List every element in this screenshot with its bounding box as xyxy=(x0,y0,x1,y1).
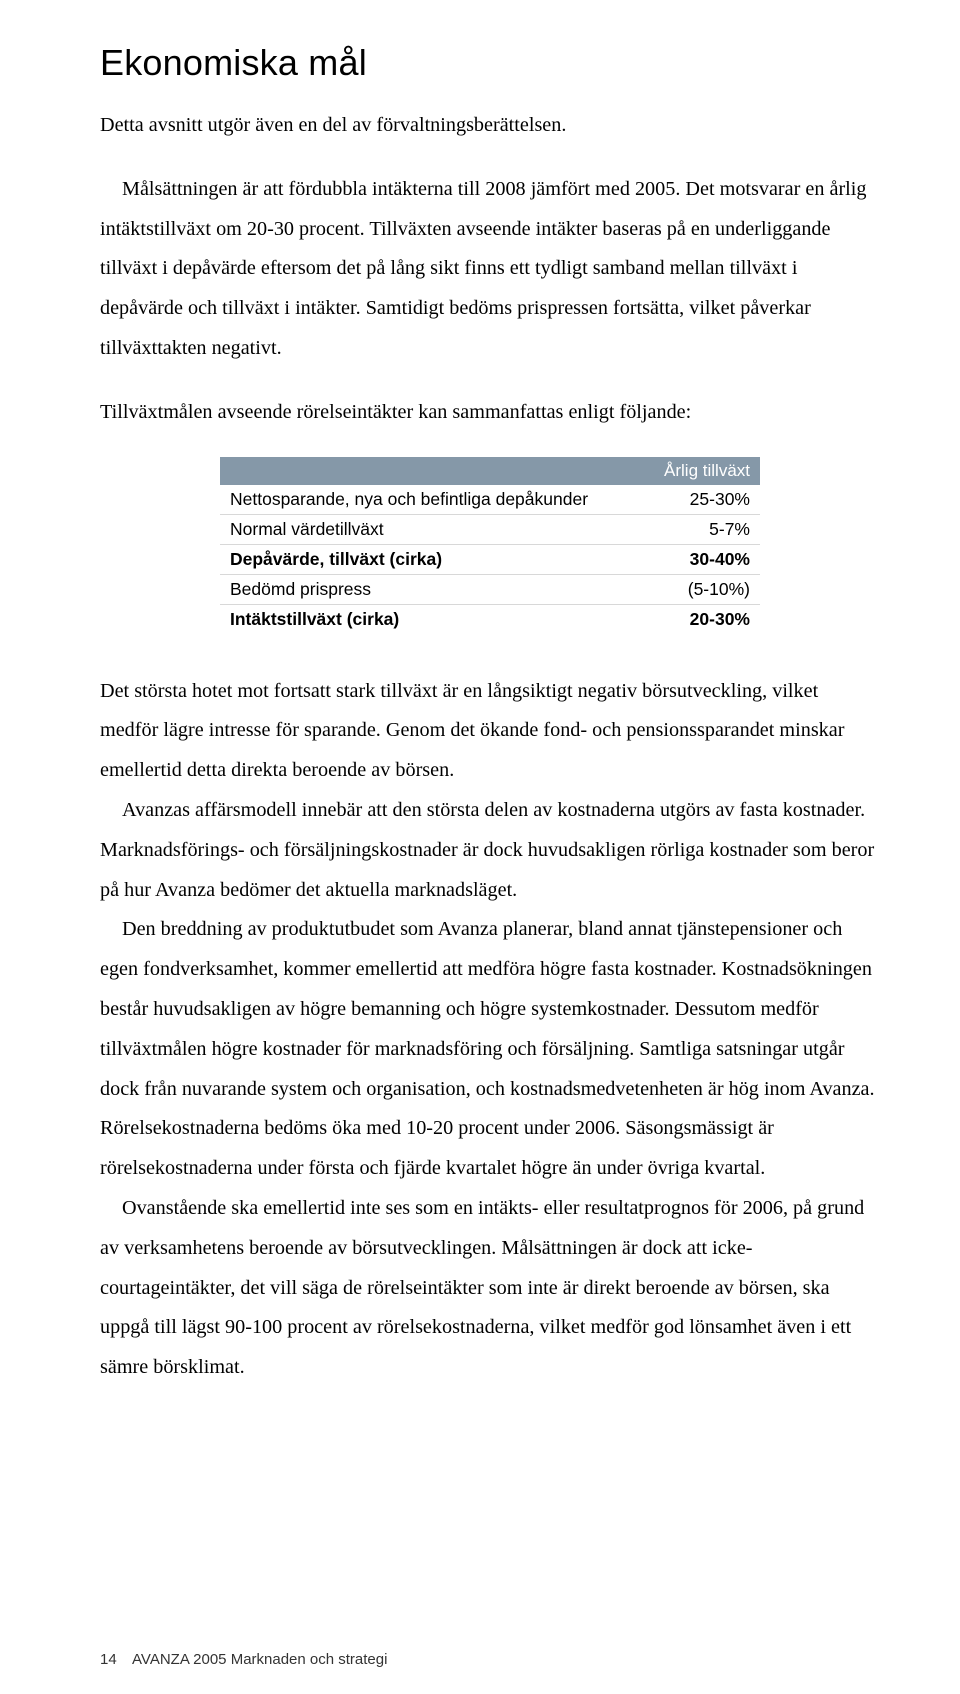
growth-table: Årlig tillväxt Nettosparande, nya och be… xyxy=(220,457,760,634)
page-title: Ekonomiska mål xyxy=(100,42,880,84)
table-header-row: Årlig tillväxt xyxy=(220,457,760,485)
table-row: Bedömd prispress (5-10%) xyxy=(220,574,760,604)
growth-table-wrapper: Årlig tillväxt Nettosparande, nya och be… xyxy=(220,457,760,634)
document-page: Ekonomiska mål Detta avsnitt utgör även … xyxy=(0,0,960,1694)
row-label: Bedömd prispress xyxy=(220,574,642,604)
table-header-empty xyxy=(220,457,642,485)
table-row: Nettosparande, nya och befintliga depåku… xyxy=(220,485,760,515)
row-value: 20-30% xyxy=(642,604,760,634)
row-value: (5-10%) xyxy=(642,574,760,604)
page-number: 14 xyxy=(100,1651,117,1668)
table-row: Intäktstillväxt (cirka) 20-30% xyxy=(220,604,760,634)
row-value: 25-30% xyxy=(642,485,760,515)
row-label: Intäktstillväxt (cirka) xyxy=(220,604,642,634)
table-lead-paragraph: Tillväxtmålen avseende rörelseintäkter k… xyxy=(100,393,880,433)
intro-paragraph-2: Målsättningen är att fördubbla intäktern… xyxy=(100,170,880,369)
row-label: Depåvärde, tillväxt (cirka) xyxy=(220,544,642,574)
page-footer: 14 AVANZA 2005 Marknaden och strategi xyxy=(100,1651,387,1668)
row-value: 30-40% xyxy=(642,544,760,574)
table-row: Depåvärde, tillväxt (cirka) 30-40% xyxy=(220,544,760,574)
row-label: Normal värdetillväxt xyxy=(220,514,642,544)
intro-paragraph-1: Detta avsnitt utgör även en del av förva… xyxy=(100,106,880,146)
table-header-annual-growth: Årlig tillväxt xyxy=(642,457,760,485)
body-paragraph: Ovanstående ska emellertid inte ses som … xyxy=(100,1189,880,1388)
footer-text: AVANZA 2005 Marknaden och strategi xyxy=(132,1651,387,1668)
row-value: 5-7% xyxy=(642,514,760,544)
body-paragraph: Den breddning av produktutbudet som Avan… xyxy=(100,910,880,1189)
table-row: Normal värdetillväxt 5-7% xyxy=(220,514,760,544)
body-paragraph: Det största hotet mot fortsatt stark til… xyxy=(100,672,880,791)
row-label: Nettosparande, nya och befintliga depåku… xyxy=(220,485,642,515)
body-paragraph: Avanzas affärsmodell innebär att den stö… xyxy=(100,791,880,910)
